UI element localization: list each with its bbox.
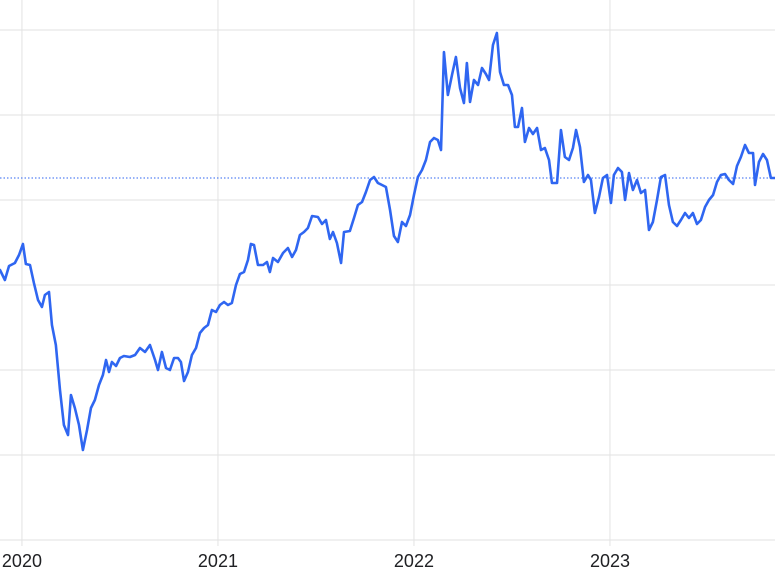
x-tick-label: 2023 — [590, 551, 630, 571]
price-line — [0, 31, 775, 452]
x-tick-label: 2022 — [394, 551, 434, 571]
x-tick-label: 2020 — [2, 551, 42, 571]
x-tick-label: 2021 — [198, 551, 238, 571]
